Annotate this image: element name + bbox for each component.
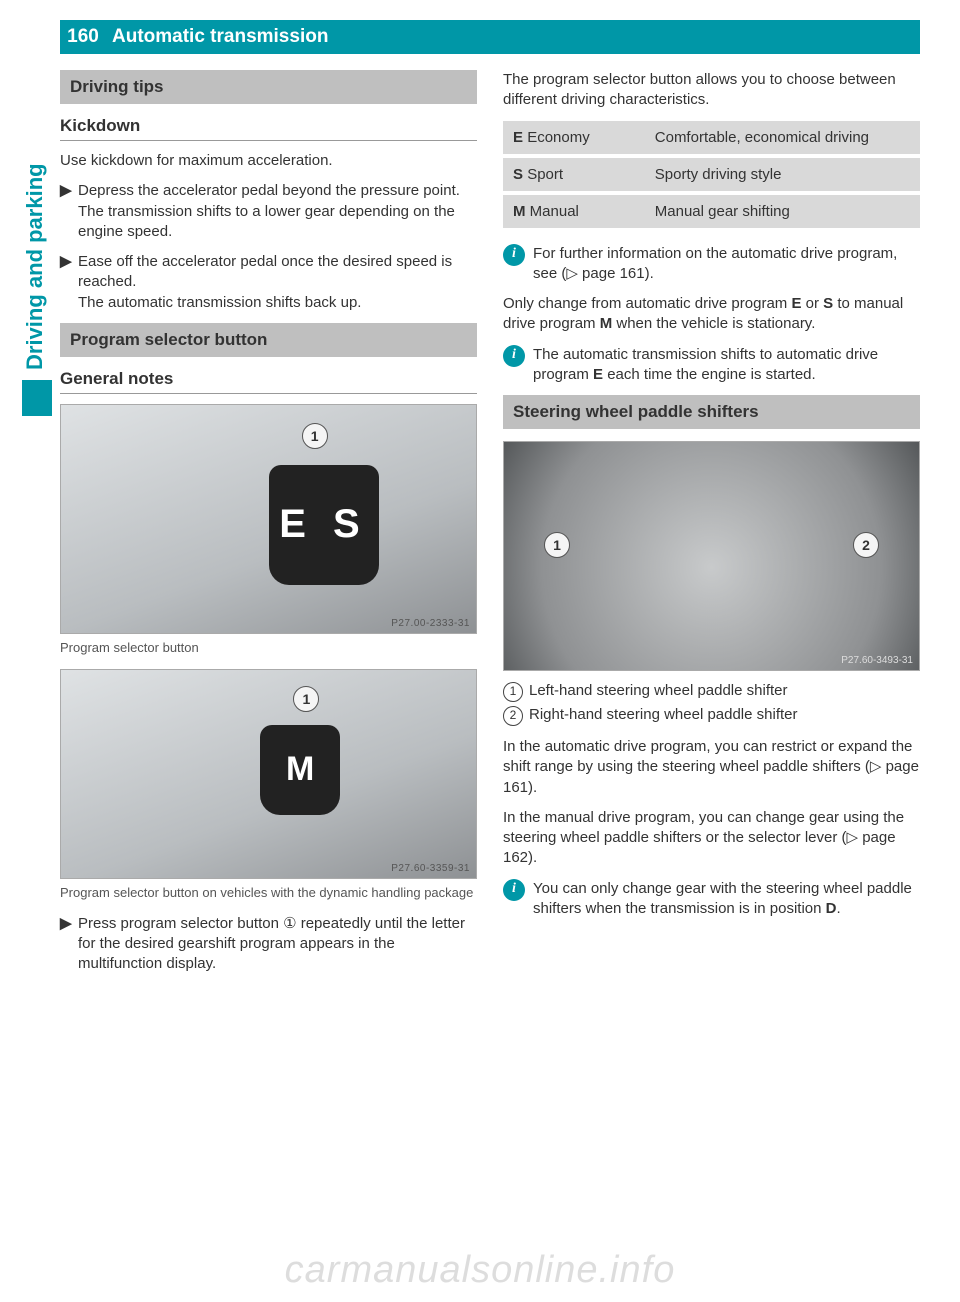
figure-legend: 1 Left-hand steering wheel paddle shifter… [503,679,920,727]
legend-text: Left-hand steering wheel paddle shifter [529,682,788,699]
step-text: Press program selector button ① repeated… [78,914,477,975]
subheading-general-notes: General notes [60,369,477,394]
step-item: ▶ Ease off the accelerator pedal once th… [60,252,477,313]
selector-badge-m: M [260,725,340,815]
info-note: i You can only change gear with the stee… [503,879,920,920]
mode-key-label: Manual [530,203,579,220]
drive-modes-table: E Economy Comfortable, economical drivin… [503,121,920,232]
mode-value: Sporty driving style [645,156,920,193]
text-run: when the vehicle is stationary. [612,315,815,332]
figure-caption: Program selector button [60,640,477,657]
step-text: Depress the accelerator pedal beyond the… [78,182,460,199]
figure-program-selector-es: 1 E S P27.00-2333-31 [60,404,477,634]
step-marker-icon: ▶ [60,181,78,242]
image-reference: P27.60-3493-31 [841,655,913,666]
info-icon: i [503,879,525,901]
section-driving-tips: Driving tips [60,70,477,104]
page-title: Automatic transmission [106,26,328,48]
paragraph: Use kickdown for maximum acceleration. [60,151,477,171]
info-note: i For further information on the automat… [503,244,920,285]
mode-value: Manual gear shifting [645,193,920,230]
step-item: ▶ Depress the accelerator pedal beyond t… [60,181,477,242]
legend-text: Right-hand steering wheel paddle shifter [529,706,798,723]
figure-program-selector-m: 1 M P27.60-3359-31 [60,669,477,879]
left-column: Driving tips Kickdown Use kickdown for m… [60,70,477,984]
page-header: 160 Automatic transmission [60,20,920,54]
image-reference: P27.60-3359-31 [391,863,470,874]
side-tab-block [22,380,52,416]
callout-1-icon: 1 [544,532,570,558]
table-row: E Economy Comfortable, economical drivin… [503,121,920,156]
subheading-kickdown: Kickdown [60,116,477,141]
page-number: 160 [60,26,106,48]
step-text: The transmission shifts to a lower gear … [78,203,455,240]
step-marker-icon: ▶ [60,252,78,313]
text-run: Only change from automatic drive program [503,295,791,312]
step-item: ▶ Press program selector button ① repeat… [60,914,477,975]
right-column: The program selector button allows you t… [503,70,920,984]
figure-steering-wheel: 1 2 P27.60-3493-31 [503,441,920,671]
figure-caption: Program selector button on vehicles with… [60,885,477,902]
section-program-selector: Program selector button [60,323,477,357]
mode-key-label: Sport [527,166,563,183]
paragraph: The program selector button allows you t… [503,70,920,111]
info-note: i The automatic transmission shifts to a… [503,345,920,386]
callout-2-icon: 2 [853,532,879,558]
text-run: . [836,900,840,917]
callout-1-icon: 1 [302,423,328,449]
mode-key: E [513,129,523,146]
table-row: S Sport Sporty driving style [503,156,920,193]
paragraph: Only change from automatic drive program… [503,294,920,335]
selector-badge-es: E S [269,465,379,585]
image-reference: P27.00-2333-31 [391,618,470,629]
text-run: each time the engine is started. [603,366,816,383]
side-tab: Driving and parking [22,163,48,370]
step-text: Ease off the accelerator pedal once the … [78,253,452,290]
paragraph: In the automatic drive program, you can … [503,737,920,798]
mode-key-label: Economy [527,129,590,146]
legend-number-icon: 2 [503,706,523,726]
legend-number-icon: 1 [503,682,523,702]
paragraph: In the manual drive program, you can cha… [503,808,920,869]
info-text: The automatic transmission shifts to aut… [533,345,920,386]
info-text: You can only change gear with the steeri… [533,879,920,920]
text-run: or [801,295,823,312]
table-row: M Manual Manual gear shifting [503,193,920,230]
step-text: The automatic transmission shifts back u… [78,294,361,311]
text-run: You can only change gear with the steeri… [533,880,912,917]
callout-1-icon: 1 [293,686,319,712]
section-paddle-shifters: Steering wheel paddle shifters [503,395,920,429]
info-icon: i [503,345,525,367]
mode-key: S [513,166,523,183]
info-icon: i [503,244,525,266]
info-text: For further information on the automatic… [533,244,920,285]
step-marker-icon: ▶ [60,914,78,975]
mode-key: M [513,203,526,220]
mode-value: Comfortable, economical driving [645,121,920,156]
